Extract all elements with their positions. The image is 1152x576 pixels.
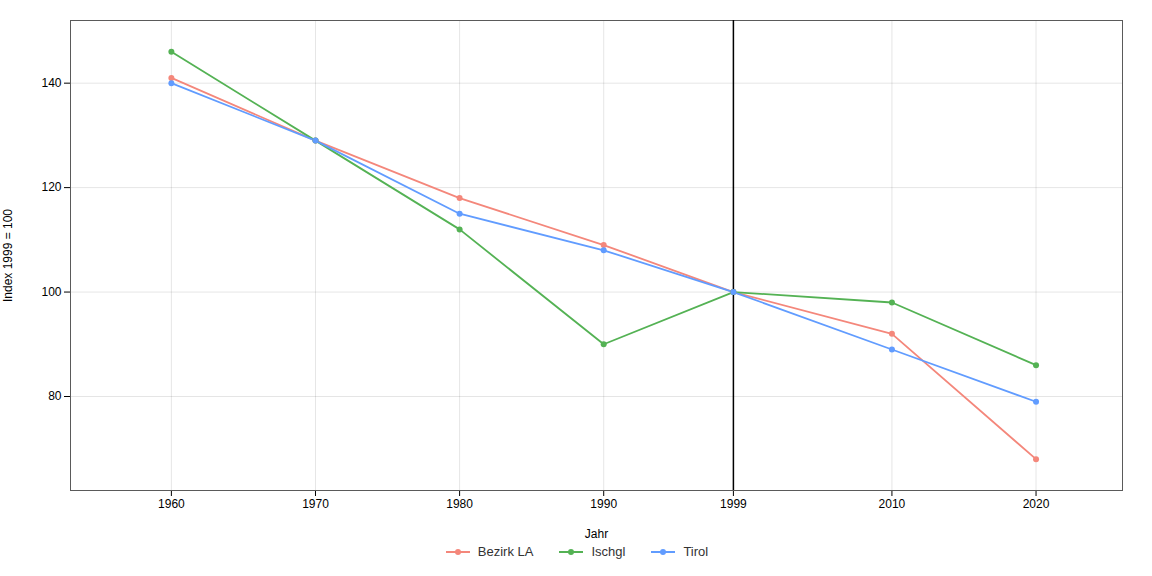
- svg-text:1960: 1960: [158, 497, 185, 511]
- svg-text:Index 1999 = 100: Index 1999 = 100: [1, 209, 15, 302]
- svg-text:1980: 1980: [446, 497, 473, 511]
- svg-text:2020: 2020: [1023, 497, 1050, 511]
- svg-text:100: 100: [41, 285, 61, 299]
- svg-text:1990: 1990: [590, 497, 617, 511]
- svg-text:Jahr: Jahr: [585, 527, 608, 541]
- svg-text:80: 80: [48, 389, 62, 403]
- html-text:Tirol: Tirol: [683, 544, 709, 559]
- svg-text:1999: 1999: [720, 497, 747, 511]
- svg-text:140: 140: [41, 76, 61, 90]
- svg-text:1970: 1970: [302, 497, 329, 511]
- html-text:Ischgl: Ischgl: [591, 544, 626, 559]
- svg-text:120: 120: [41, 180, 61, 194]
- svg-text:2010: 2010: [879, 497, 906, 511]
- html-text:Bezirk LA: Bezirk LA: [477, 544, 534, 559]
